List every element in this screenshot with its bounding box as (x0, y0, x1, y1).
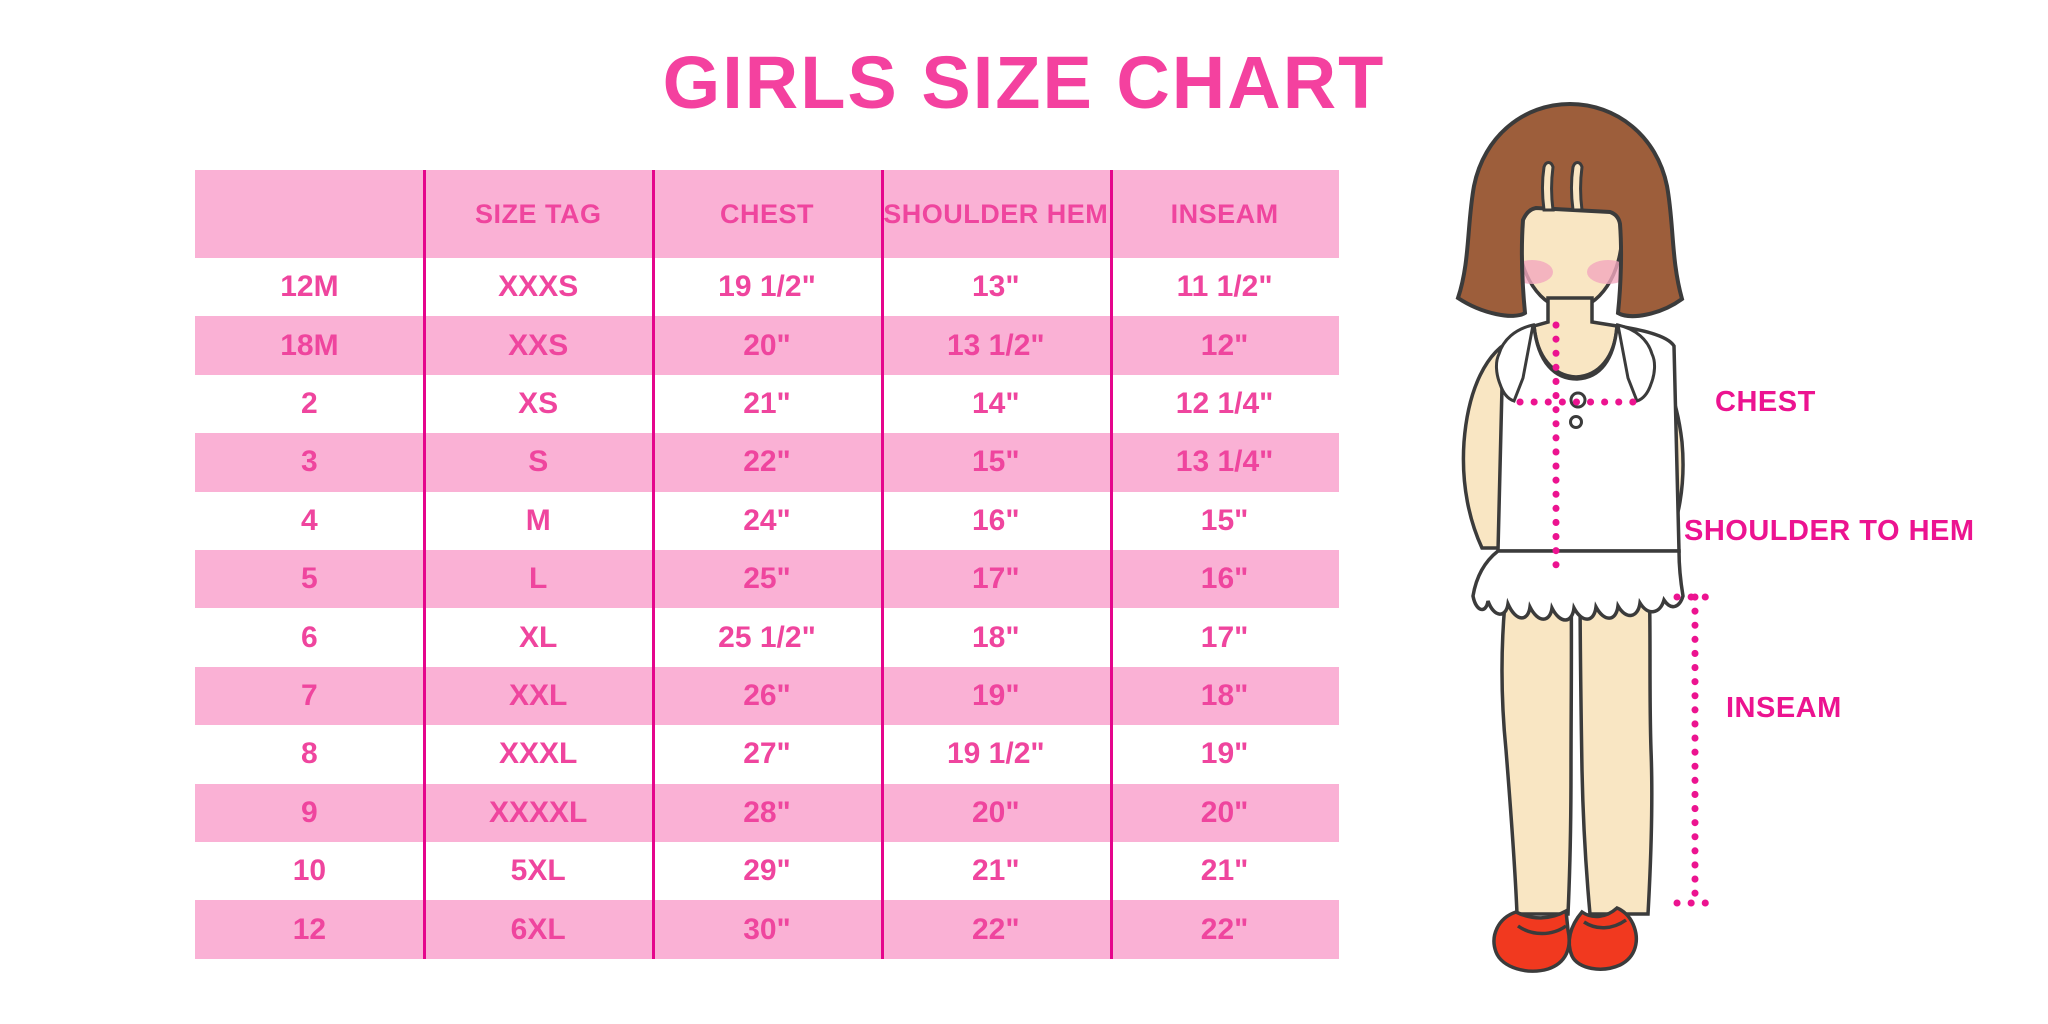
table-cell: 16" (1200, 562, 1249, 596)
table-cell: 10 (292, 854, 327, 888)
table-row: 3 S 22" 15" 13 1/4" (195, 433, 1339, 492)
shoulder-ruffles (1495, 323, 1656, 403)
size-table: SIZE TAG CHEST SHOULDER HEM INSEAM 12M XXXS 1… (195, 170, 1339, 959)
column-header: INSEAM (1170, 198, 1279, 229)
table-cell: 24" (743, 503, 791, 537)
table-cell: 13 1/4" (1175, 445, 1274, 479)
blush-right (1587, 260, 1629, 284)
table-cell: 17" (1200, 620, 1249, 654)
legs (1500, 573, 1654, 916)
table-cell: 15" (1200, 503, 1249, 537)
table-cell: 30" (743, 912, 791, 946)
measurement-figure: CHEST SHOULDER TO HEM INSEAM (1420, 70, 1980, 1000)
bang-slits (1541, 161, 1584, 212)
table-cell: 21" (1200, 854, 1249, 888)
table-cell: 17" (971, 562, 1020, 596)
column-divider (881, 170, 884, 959)
column-header (195, 170, 424, 258)
chest-label: CHEST (1715, 386, 1816, 418)
table-row: 8 XXXL 27" 19 1/2" 19" (195, 725, 1339, 784)
table-cell: 22" (1200, 912, 1249, 946)
table-cell: XS (518, 387, 559, 421)
table-cell: XXXS (498, 270, 579, 304)
button-bottom (1569, 415, 1583, 429)
table-row: 9 XXXXL 28" 20" 20" (195, 783, 1339, 843)
table-cell: 4 (301, 503, 318, 537)
table-cell: 9 (301, 795, 318, 829)
table-cell: 22" (743, 445, 791, 479)
table-cell: 28" (743, 795, 791, 829)
column-header: SIZE TAG (474, 198, 602, 229)
table-cell: 16" (971, 503, 1020, 537)
table-cell: M (525, 503, 551, 537)
measurement-lines (1516, 321, 1717, 907)
size-table-body: 12M XXXS 19 1/2" 13" 11 1/2" 18M XXS 20" 13 1/2"… (195, 258, 1339, 959)
table-cell: XXS (508, 328, 569, 362)
table-cell: 8 (301, 737, 318, 771)
column-divider (652, 170, 655, 959)
table-cell: 12M (280, 270, 339, 304)
table-cell: 18" (1200, 679, 1249, 713)
table-cell: 29" (743, 854, 791, 888)
table-cell: 6XL (510, 912, 566, 946)
skirt (1471, 549, 1685, 622)
table-row: 7 XXL 26" 19" 18" (195, 666, 1339, 726)
table-cell: 6 (301, 620, 318, 654)
column-header: CHEST (719, 198, 814, 229)
table-row: 12 6XL 30" 22" 22" (195, 900, 1339, 959)
table-cell: 19" (971, 679, 1020, 713)
table-cell: L (529, 562, 548, 596)
table-cell: 21" (743, 387, 791, 421)
table-cell: 20" (1200, 795, 1249, 829)
table-cell: XXXXL (489, 795, 588, 829)
shoes (1492, 905, 1638, 973)
table-cell: 13" (971, 270, 1020, 304)
girl-illustration (1455, 101, 1717, 973)
table-cell: 25 1/2" (718, 620, 816, 654)
table-row: 5 L 25" 17" 16" (195, 550, 1339, 609)
table-cell: 25" (743, 562, 791, 596)
table-cell: 5XL (510, 854, 566, 888)
table-cell: 26" (743, 679, 791, 713)
table-cell: XXL (509, 679, 568, 713)
table-row: 18M XXS 20" 13 1/2" 12" (195, 316, 1339, 375)
table-cell: 12" (1200, 328, 1249, 362)
table-row: 10 5XL 29" 21" 21" (195, 842, 1339, 901)
size-table-header-row: SIZE TAG CHEST SHOULDER HEM INSEAM (195, 170, 1339, 258)
table-cell: 11 1/2" (1176, 270, 1273, 304)
table-cell: 19 1/2" (946, 737, 1045, 771)
inseam-label: INSEAM (1726, 692, 1842, 724)
table-cell: 18M (280, 328, 339, 362)
table-cell: 22" (971, 912, 1020, 946)
table-cell: XXXL (499, 737, 578, 771)
table-cell: 12 (292, 912, 327, 946)
table-cell: 3 (301, 445, 318, 479)
table-cell: 21" (971, 854, 1020, 888)
table-cell: 20" (743, 328, 791, 362)
shoulder-to-hem-label: SHOULDER TO HEM (1684, 515, 1975, 547)
table-cell: XL (519, 620, 558, 654)
table-row: 4 M 24" 16" 15" (195, 491, 1339, 551)
page-title: GIRLS SIZE CHART (662, 41, 1386, 124)
table-cell: 19 1/2" (718, 270, 816, 304)
table-cell: 18" (971, 620, 1020, 654)
table-cell: 15" (971, 445, 1020, 479)
table-row: 2 XS 21" 14" 12 1/4" (195, 374, 1339, 434)
table-cell: 19" (1200, 737, 1249, 771)
table-cell: 5 (301, 562, 318, 596)
table-cell: S (528, 445, 549, 479)
column-divider (423, 170, 426, 959)
table-cell: 12 1/4" (1175, 387, 1274, 421)
column-header: SHOULDER HEM (883, 198, 1109, 229)
column-divider (1110, 170, 1113, 959)
table-cell: 20" (971, 795, 1020, 829)
table-row: 6 XL 25 1/2" 18" 17" (195, 608, 1339, 667)
table-row: 12M XXXS 19 1/2" 13" 11 1/2" (195, 258, 1339, 317)
table-cell: 7 (301, 679, 318, 713)
table-cell: 13 1/2" (946, 328, 1045, 362)
table-cell: 14" (971, 387, 1020, 421)
table-cell: 27" (743, 737, 791, 771)
table-cell: 2 (301, 387, 318, 421)
